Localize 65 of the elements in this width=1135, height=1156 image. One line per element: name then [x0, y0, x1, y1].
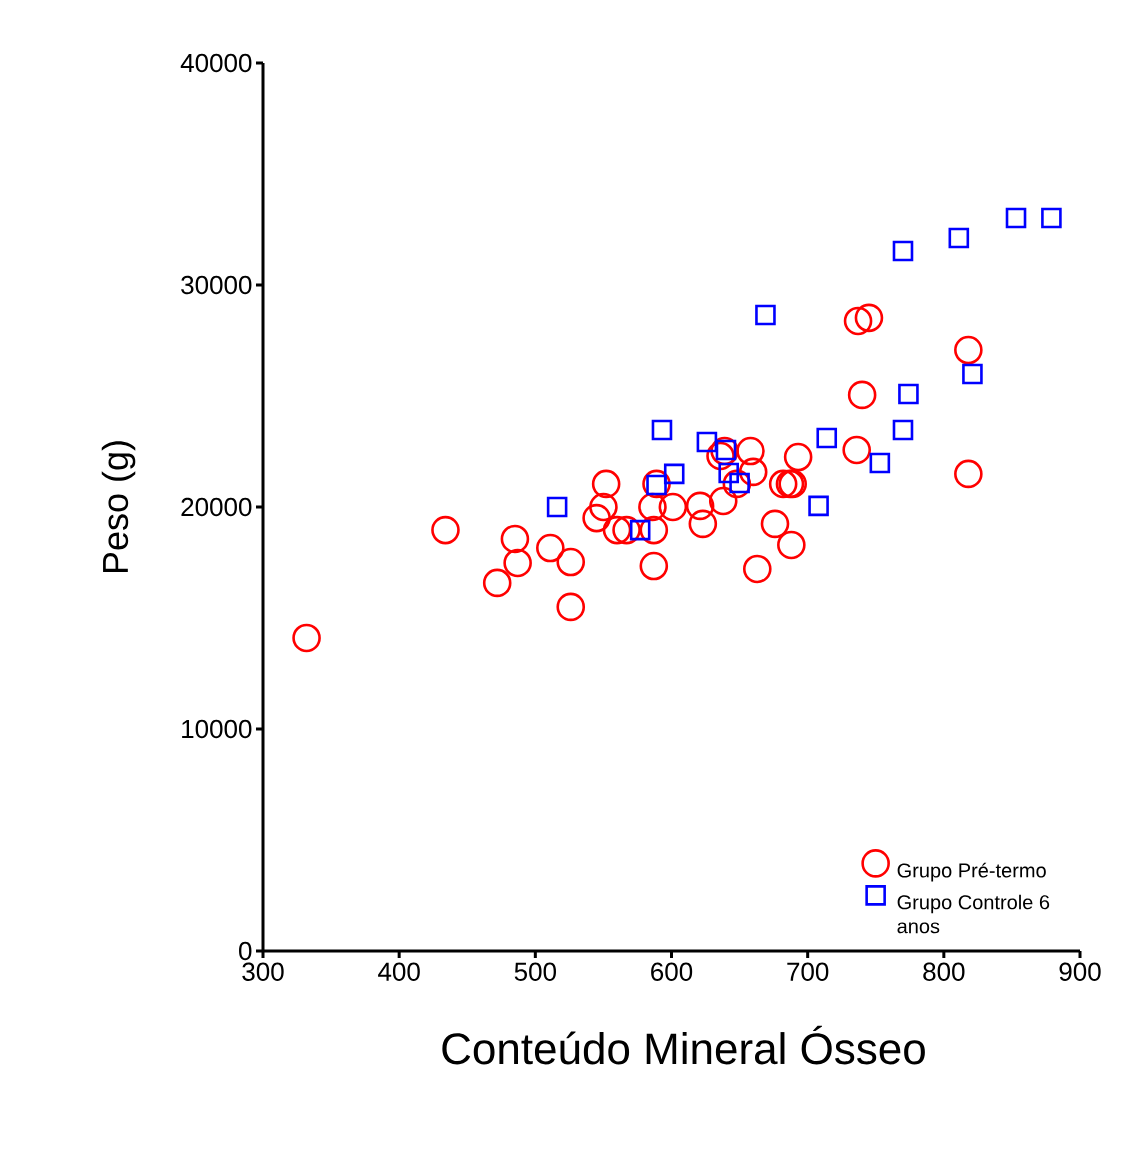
point — [843, 306, 873, 336]
y-tick-label: 0 — [239, 941, 252, 961]
point — [736, 436, 765, 466]
point — [948, 227, 970, 249]
point — [954, 459, 983, 489]
x-tick-label: 800 — [923, 962, 965, 981]
point — [582, 503, 611, 533]
point — [503, 548, 532, 578]
point — [482, 568, 512, 598]
point — [500, 524, 530, 554]
x-tick-label: 500 — [514, 962, 556, 981]
legend-label: Grupo Pré-termo — [897, 862, 1046, 882]
point — [760, 509, 790, 539]
point — [651, 419, 673, 441]
point — [954, 335, 983, 365]
point — [742, 554, 772, 584]
point — [639, 551, 669, 581]
point — [591, 469, 621, 499]
point — [556, 547, 586, 577]
point — [546, 496, 568, 518]
point — [685, 491, 715, 521]
point — [638, 492, 667, 522]
x-tick-label: 700 — [787, 962, 829, 981]
y-tick-label: 20000 — [181, 497, 252, 517]
point — [602, 515, 632, 545]
legend-label: Grupo Controle 6 anos — [897, 894, 1050, 934]
point — [658, 492, 688, 522]
point — [663, 463, 685, 485]
x-axis-title: Conteúdo Mineral Ósseo — [442, 1025, 925, 1065]
point — [755, 304, 776, 326]
point — [1041, 207, 1062, 229]
point — [892, 419, 914, 441]
y-tick-label: 30000 — [181, 275, 252, 295]
point — [688, 509, 718, 539]
point — [962, 363, 983, 385]
point — [842, 435, 871, 465]
point — [892, 240, 914, 262]
x-tick-label: 400 — [378, 962, 420, 981]
point — [639, 515, 669, 545]
point — [708, 486, 738, 516]
y-tick-label: 10000 — [182, 719, 252, 739]
point — [612, 515, 641, 545]
x-tick-label: 300 — [242, 962, 284, 981]
x-tick-label: 600 — [651, 962, 693, 981]
y-axis-title: Peso (g) — [101, 441, 136, 573]
y-tick-label: 40000 — [180, 53, 252, 73]
x-tick-label: 900 — [1059, 962, 1101, 981]
point — [292, 623, 321, 653]
point — [898, 383, 919, 405]
point — [854, 303, 884, 333]
point — [738, 457, 768, 487]
point — [1005, 207, 1027, 229]
point — [777, 530, 806, 560]
point — [869, 452, 891, 474]
point — [808, 495, 829, 517]
point — [536, 533, 565, 563]
point — [847, 380, 877, 410]
point — [556, 592, 586, 622]
point — [431, 515, 460, 545]
point — [783, 442, 813, 472]
point — [816, 427, 838, 449]
point — [589, 492, 618, 522]
point — [629, 519, 651, 541]
point — [696, 431, 718, 453]
point — [768, 469, 798, 499]
